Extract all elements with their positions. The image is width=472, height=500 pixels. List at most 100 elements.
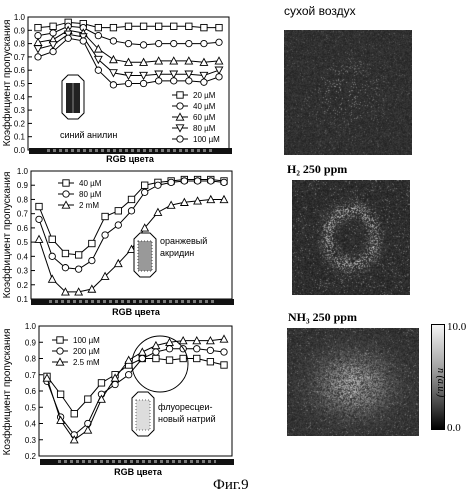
y-tick-label: 1.0 [14,13,26,22]
series-group-1 [34,19,222,88]
data-point [216,39,222,45]
data-point [125,356,132,363]
figure-caption: Фиг.9 [213,477,249,494]
y-tick-label: 0.9 [17,181,29,190]
y-tick-label: 0.2 [14,119,26,128]
plot-frame-3 [39,326,232,456]
y-tick-label: 0.8 [25,355,37,364]
data-point [110,24,116,30]
data-point [207,347,213,353]
data-point [110,38,116,44]
data-point [110,56,117,63]
data-point [36,203,42,209]
data-point [201,40,207,46]
rgb-bar-2 [31,299,234,305]
data-point [171,23,177,29]
sensor-image-nh3 [287,328,419,436]
data-point [186,40,192,46]
data-point [153,355,159,361]
data-point [50,48,56,54]
y-tick-label: 0.7 [17,210,29,219]
data-point [89,240,95,246]
compound-label-3a: флуоресцеи- [158,402,212,412]
legend-marker [63,180,69,186]
image-title-h2: H₂ 250 ppm [287,162,347,177]
plot-frame-2 [31,171,232,299]
y-ticks-1: 0.00.10.20.30.40.50.60.70.80.91.0 [14,13,32,155]
data-point [125,372,131,378]
legend-label: 80 µM [193,124,216,133]
y-tick-label: 0.1 [17,295,29,304]
image-title-dry-air: сухой воздух [284,4,356,18]
data-point [35,236,42,243]
data-point [50,23,56,29]
chart-panel-1: Коэффициент пропускания 0.00.10.20.30.40… [0,5,240,157]
y-tick-label: 0.3 [14,106,26,115]
compound-label-2b: акридин [160,248,194,258]
data-point [34,46,41,53]
compound-label-3b: новый натрий [158,414,216,424]
y-tick-label: 0.5 [14,80,26,89]
sensor-image-h2 [292,180,410,295]
data-point [155,40,161,46]
y-tick-label: 0.4 [25,420,37,429]
data-point [194,346,200,352]
data-point [216,24,222,30]
data-point [181,178,187,184]
data-point [49,236,55,242]
y-tick-label: 0.3 [17,267,29,276]
colorbar-label: n (a.u.) [435,368,446,397]
compound-label-2a: оранжевый [160,236,207,246]
y-tick-label: 0.5 [17,238,29,247]
legend-1: 20 µM40 µM60 µM80 µM100 µM [172,91,220,144]
data-point [166,357,172,363]
data-point [180,355,186,361]
legend-marker [57,348,63,354]
data-point [155,182,161,188]
data-point [128,208,134,214]
data-point [115,222,121,228]
data-point [125,40,131,46]
data-point [102,213,108,219]
data-point [201,79,207,85]
data-point [194,178,200,184]
y-tick-label: 0.4 [17,252,29,261]
ylabel-2: Коэффициент пропускания [1,172,13,299]
y-tick-label: 0.9 [25,338,37,347]
y-tick-label: 0.6 [25,387,37,396]
chart-panel-3: Коэффициент пропускания 0.20.30.40.50.60… [0,318,240,468]
data-point [95,24,101,30]
sensor-image-dry-air [284,30,412,155]
data-point [57,391,63,397]
data-point [155,78,161,84]
data-point [98,380,104,386]
y-tick-label: 0.7 [25,371,37,380]
y-tick-label: 0.6 [14,66,26,75]
colorbar-max: 10.0 [447,321,466,333]
data-point [140,23,146,29]
data-point [153,349,159,355]
legend-marker [57,337,63,343]
legend-label: 200 µM [73,347,100,356]
data-point [221,349,227,355]
xlabel-3: RGB цвета [98,467,178,477]
colorbar-min: 0.0 [447,422,461,434]
legend-label: 80 µM [79,190,102,199]
data-point [125,23,131,29]
data-point [80,38,86,44]
legend-label: 20 µM [193,91,216,100]
data-point [95,32,101,38]
y-tick-label: 0.3 [25,436,37,445]
data-point [155,23,161,29]
legend-marker [63,191,69,197]
y-tick-label: 0.1 [14,133,26,142]
data-point [62,250,68,256]
legend-label: 40 µM [193,102,216,111]
data-point [186,78,192,84]
data-point [208,178,214,184]
legend-label: 100 µM [193,135,220,144]
y-tick-label: 0.9 [14,26,26,35]
chart-panel-2: Коэффициент пропускания 0.10.20.30.40.50… [0,163,240,306]
data-point [215,67,222,74]
data-point [36,216,42,222]
